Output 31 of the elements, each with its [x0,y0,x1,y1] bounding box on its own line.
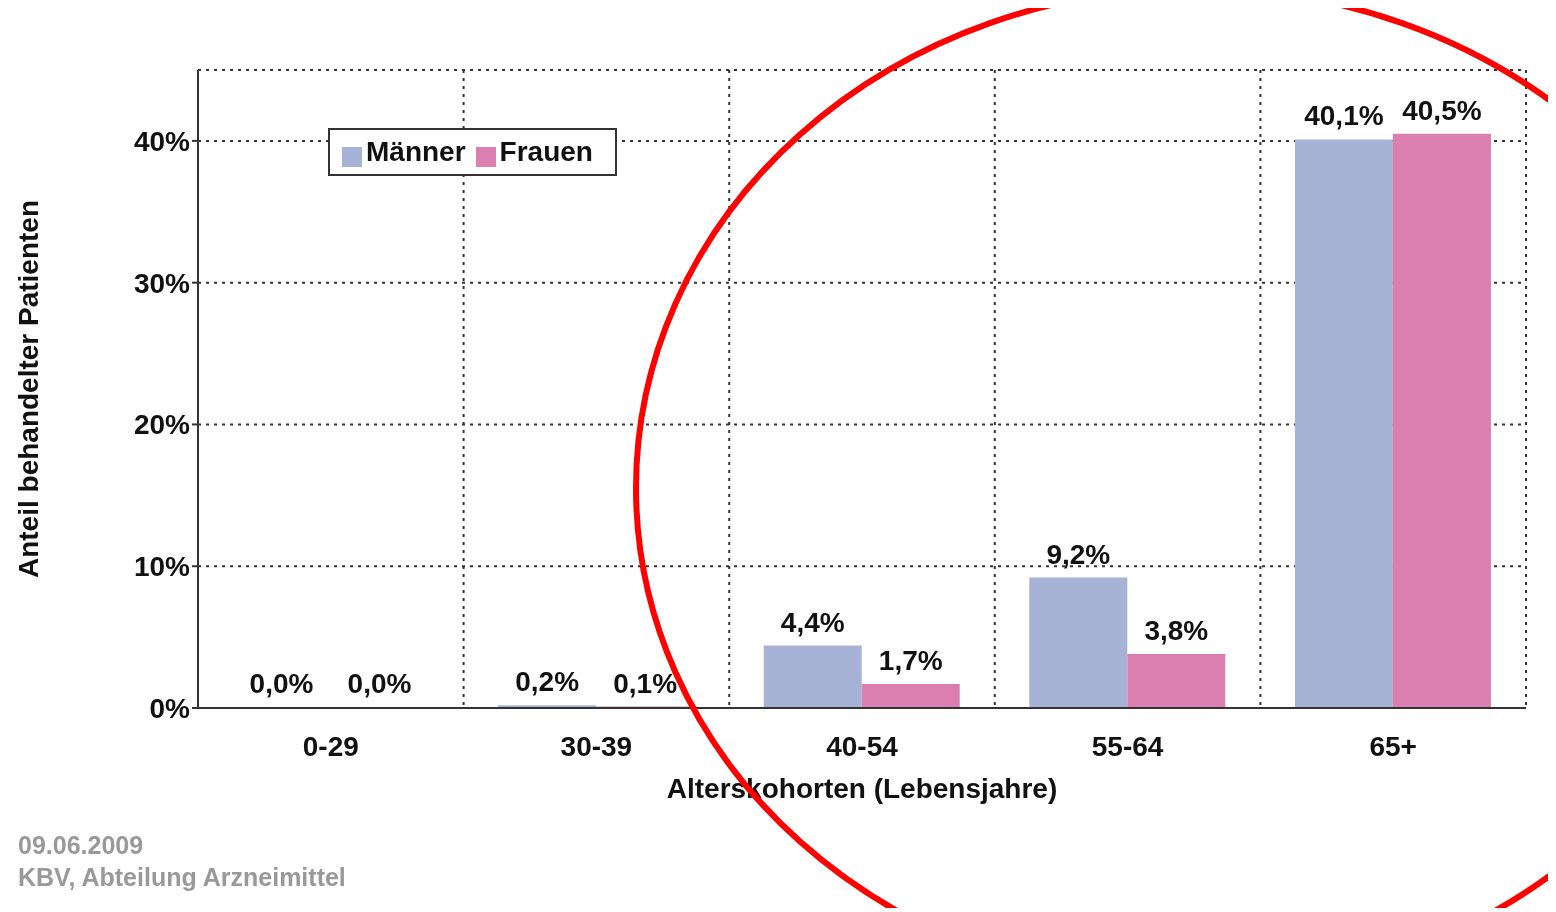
data-label: 0,1% [613,667,678,699]
legend-label: Frauen [499,136,593,167]
text: KBV, Abteilung Arzneimittel [18,862,346,892]
x-tick-label: 30-39 [560,730,633,762]
bar [861,683,960,708]
legend-label: Männer [366,136,466,167]
bar [1392,133,1491,708]
y-tick-label: 0% [149,692,191,724]
y-tick-label: 40% [133,125,191,157]
data-label: 0,0% [347,668,412,699]
data-label: 9,2% [1046,538,1111,570]
data-label: 40,5% [1402,94,1482,126]
x-tick-label: 55-64 [1091,730,1164,762]
text: 09.06.2009 [18,830,144,860]
y-axis-title: Anteil behandelter Patienten [12,199,44,579]
data-label: 3,8% [1144,615,1209,647]
data-label: 40,1% [1304,100,1384,132]
bar [1294,139,1393,708]
y-tick-label: 30% [133,267,191,299]
bar [1029,577,1128,708]
data-label: 4,4% [780,606,845,638]
data-label: 1,7% [878,644,943,676]
y-tick-label: 10% [133,551,191,583]
bar [1127,654,1226,708]
y-tick-label: 20% [133,409,191,441]
x-tick-label: 0-29 [302,730,359,762]
x-tick-label: 40-54 [826,730,899,762]
x-tick-label: 65+ [1369,730,1417,762]
bar [763,645,862,708]
data-label: 0,0% [249,668,314,699]
data-label: 0,2% [515,666,580,698]
